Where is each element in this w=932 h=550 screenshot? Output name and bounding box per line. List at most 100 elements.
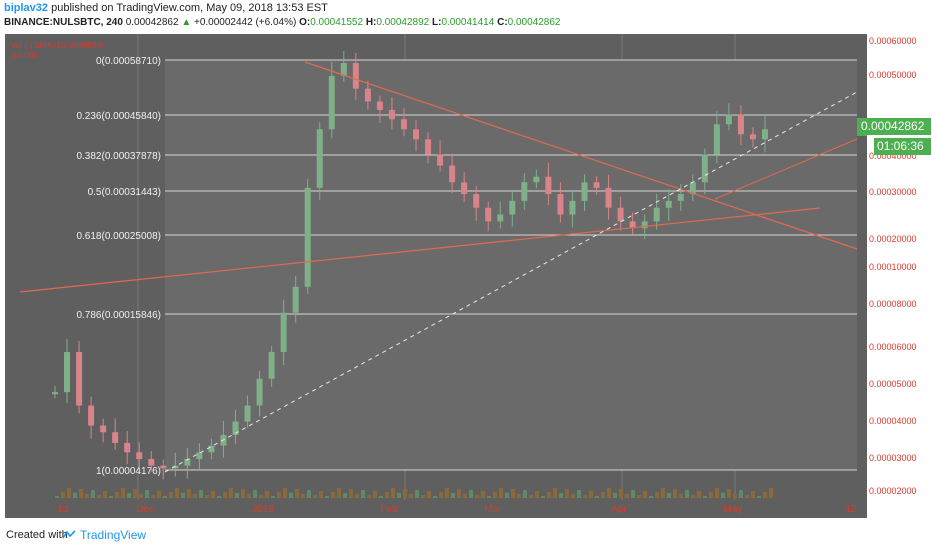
volume-bar — [217, 496, 221, 498]
price-axis[interactable]: 0.00060000 0.00050000 0.00040000 0.00030000… — [858, 34, 932, 518]
volume-bar — [625, 494, 629, 498]
y-axis-label: 0.00050000 — [869, 70, 917, 80]
volume-bar — [307, 490, 311, 498]
candle-body — [545, 176, 552, 195]
volume-bar — [115, 492, 119, 498]
ohlc-line: BINANCE:NULSBTC, 240 0.00042862 ▲ +0.000… — [4, 17, 561, 28]
candle-body — [196, 452, 203, 459]
candle-body — [762, 129, 768, 140]
volume-bar — [361, 490, 365, 498]
candle-body — [725, 114, 732, 125]
volume-bar — [139, 494, 143, 498]
volume-bar — [397, 493, 401, 498]
volume-bar — [229, 488, 233, 498]
x-axis-label: Dec — [136, 504, 154, 515]
candle-body — [605, 187, 612, 208]
chart-svg[interactable]: 0(0.00058710) 0.236(0.00045840) 0.382(0.00… — [5, 34, 867, 518]
volume-bar — [271, 496, 275, 498]
candle-body — [641, 221, 648, 229]
volume-bar — [343, 493, 347, 498]
candle-body — [521, 182, 528, 201]
candle-body — [292, 286, 299, 313]
candle-body — [52, 392, 58, 395]
volume-bar — [241, 489, 245, 498]
chart-area[interactable]: 0(0.00058710) 0.236(0.00045840) 0.382(0.00… — [5, 34, 867, 518]
volume-bar — [151, 495, 155, 498]
candle-body — [665, 200, 672, 208]
volume-bar — [541, 496, 545, 498]
trendline-channel — [714, 138, 858, 200]
volume-bar — [643, 491, 647, 498]
volume-bar — [697, 491, 701, 498]
volume-bar — [127, 493, 131, 498]
x-axis-label: 13 — [57, 504, 69, 515]
volume-bar — [619, 489, 623, 498]
footer: Created with TradingView — [0, 520, 932, 550]
volume-bar — [415, 490, 419, 498]
volume-bar — [433, 496, 437, 498]
candle-body — [689, 182, 696, 195]
volume-bar — [439, 492, 443, 498]
volume-bar — [79, 489, 83, 498]
volume-bar — [757, 496, 761, 498]
volume-bar — [577, 490, 581, 498]
volume-bar — [763, 492, 767, 498]
volume-bar — [337, 488, 341, 498]
volume-bar — [367, 495, 371, 498]
candle-body — [364, 88, 371, 102]
candle-body — [713, 124, 720, 155]
volume-bar — [211, 491, 215, 498]
volume-bar — [403, 489, 407, 498]
volume-bar — [103, 491, 107, 498]
volume-bar — [223, 492, 227, 498]
x-axis-label: May — [724, 504, 743, 515]
indicator-label: Vol (-) SMA (10, 9999999) — [11, 41, 104, 50]
candle-body — [449, 165, 456, 183]
x-axis-label: 2018 — [252, 504, 275, 515]
candle-body — [413, 129, 420, 140]
volume-bar — [301, 494, 305, 498]
volume-bar — [85, 494, 89, 498]
current-price-tag: 0.00042862 — [858, 118, 931, 135]
volume-bar — [517, 494, 521, 498]
volume-bar — [751, 491, 755, 498]
volume-bar — [613, 493, 617, 498]
last-price: 0.00042862 — [125, 17, 179, 28]
created-with-text: Created with — [6, 529, 68, 541]
symbol-label: BINANCE:NULSBTC, 240 — [4, 17, 123, 28]
volume-bar — [235, 493, 239, 498]
candle-body — [653, 207, 660, 222]
candle-body — [461, 182, 468, 195]
volume-bar — [559, 493, 563, 498]
y-axis-label: 0.00006000 — [869, 342, 917, 352]
candle-body — [533, 176, 540, 183]
volume-bar — [169, 492, 173, 498]
volume-bar — [469, 490, 473, 498]
volume-bar — [655, 492, 659, 498]
candle-body — [112, 432, 119, 443]
candle-body — [124, 442, 131, 453]
volume-bar — [727, 489, 731, 498]
candle-body — [352, 63, 359, 89]
volume-bar — [373, 491, 377, 498]
volume-bar — [313, 495, 317, 498]
y-axis-label: 0.00020000 — [869, 234, 917, 244]
tradingview-brand[interactable]: TradingView — [80, 528, 147, 542]
candle-body — [232, 421, 239, 435]
volume-bar — [733, 494, 737, 498]
volume-bar — [175, 488, 179, 498]
candle-body — [400, 119, 407, 130]
high-label: H: — [365, 17, 377, 28]
fib-zone — [165, 60, 857, 470]
volume-bar — [265, 491, 269, 498]
author-name[interactable]: biplav32 — [4, 2, 49, 14]
volume-bar — [319, 491, 323, 498]
candle-body — [244, 405, 251, 422]
candle-body — [328, 75, 335, 130]
candle-body — [569, 200, 576, 215]
volume-bar — [553, 488, 557, 498]
candle-body — [280, 312, 287, 353]
candle-body — [701, 154, 708, 183]
high-value: 0.00042892 — [376, 17, 430, 28]
candle-body — [172, 465, 179, 469]
